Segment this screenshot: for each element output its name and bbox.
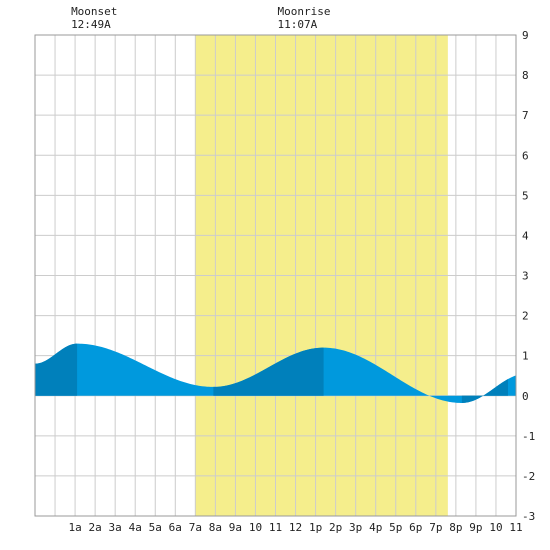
x-tick-label: 1a (68, 521, 81, 534)
y-tick-label: -2 (522, 470, 535, 483)
x-tick-label: 1p (309, 521, 322, 534)
x-tick-label: 4p (369, 521, 382, 534)
x-tick-label: 9p (469, 521, 482, 534)
x-tick-label: 2p (329, 521, 342, 534)
y-tick-label: 8 (522, 69, 529, 82)
moon-event-time: 12:49A (71, 18, 111, 31)
tide-area-band (461, 379, 508, 403)
moon-event-label: Moonrise (278, 5, 331, 18)
x-tick-label: 5a (149, 521, 162, 534)
plot-frame (34, 34, 517, 517)
x-tick-label: 7p (429, 521, 442, 534)
moon-event-label: Moonset (71, 5, 117, 18)
x-tick-label: 12 (289, 521, 302, 534)
x-tick-label: 8a (209, 521, 222, 534)
y-tick-label: 5 (522, 189, 529, 202)
x-tick-label: 3p (349, 521, 362, 534)
y-tick-label: 1 (522, 350, 529, 363)
x-tick-label: 6p (409, 521, 422, 534)
x-tick-label: 4a (129, 521, 142, 534)
x-tick-label: 9a (229, 521, 242, 534)
x-tick-label: 5p (389, 521, 402, 534)
y-tick-label: 2 (522, 310, 529, 323)
x-tick-label: 2a (89, 521, 102, 534)
x-tick-label: 10 (249, 521, 262, 534)
y-tick-label: -3 (522, 510, 535, 523)
x-tick-label: 3a (109, 521, 122, 534)
y-tick-label: 7 (522, 109, 529, 122)
x-tick-label: 10 (489, 521, 502, 534)
x-tick-label: 6a (169, 521, 182, 534)
y-tick-label: 6 (522, 149, 529, 162)
y-tick-label: 9 (522, 29, 529, 42)
x-tick-label: 11 (509, 521, 522, 534)
y-tick-label: 4 (522, 229, 529, 242)
tide-area-band (213, 347, 324, 396)
x-tick-label: 8p (449, 521, 462, 534)
y-tick-label: -1 (522, 430, 535, 443)
moon-event-time: 11:07A (278, 18, 318, 31)
tide-area-band (35, 343, 78, 396)
x-tick-label: 11 (269, 521, 282, 534)
x-tick-label: 7a (189, 521, 202, 534)
y-tick-label: 3 (522, 270, 529, 283)
y-tick-label: 0 (522, 390, 529, 403)
